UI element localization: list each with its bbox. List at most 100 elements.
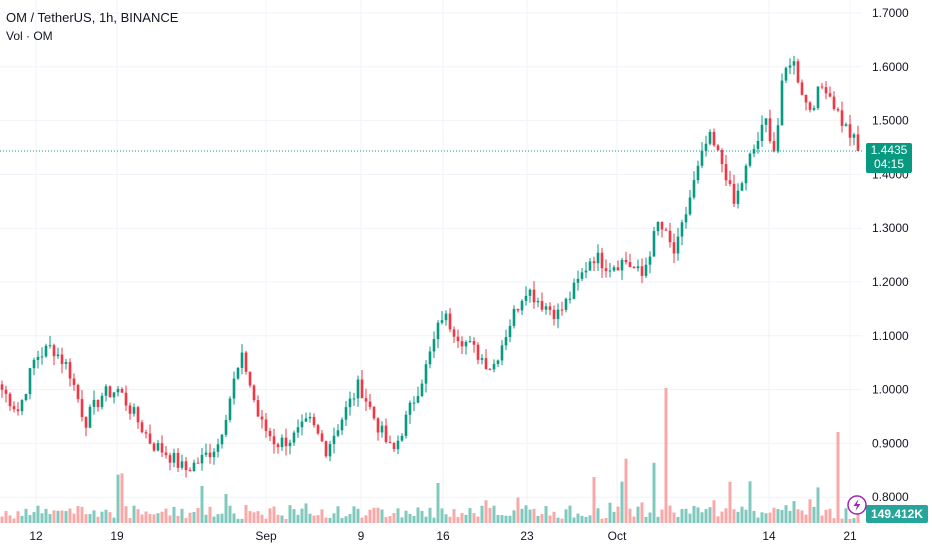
price-tick-label: 1.2000: [872, 275, 909, 289]
volume-bar: [244, 505, 248, 523]
candle-body: [384, 425, 388, 443]
candle-body: [780, 80, 784, 126]
candle-body: [88, 406, 92, 428]
candle-body: [756, 140, 760, 150]
candle-body: [324, 441, 328, 457]
candle-body: [820, 86, 824, 88]
volume-bar: [156, 513, 160, 523]
volume-bar: [676, 516, 680, 523]
volume-bar: [128, 518, 132, 523]
volume-indicator-label[interactable]: Vol · OM: [6, 29, 53, 43]
candle-body: [148, 433, 152, 444]
volume-bar: [584, 517, 588, 523]
price-tick-label: 1.7000: [872, 6, 909, 20]
candle-body: [20, 400, 24, 412]
volume-bar: [104, 509, 108, 523]
symbol-title[interactable]: OM / TetherUS, 1h, BINANCE: [6, 10, 179, 25]
volume-bar: [764, 513, 768, 523]
volume-bar: [396, 508, 400, 523]
volume-bar: [232, 513, 236, 523]
volume-bar: [444, 514, 448, 523]
price-axis[interactable]: 1.70001.60001.50001.40001.30001.20001.10…: [872, 6, 909, 504]
candle-body: [28, 368, 32, 395]
volume-bar: [700, 512, 704, 523]
volume-bar: [540, 514, 544, 523]
volume-bar: [720, 511, 724, 523]
volume-bar: [344, 516, 348, 523]
lightning-icon[interactable]: [847, 495, 867, 515]
volume-bar: [336, 506, 340, 523]
volume-bar: [656, 516, 660, 523]
candle-body: [300, 421, 304, 428]
volume-bar: [84, 514, 88, 523]
volume-bar: [236, 518, 240, 523]
volume-bar: [360, 517, 364, 523]
candle-body: [100, 395, 104, 408]
volume-bar: [660, 509, 664, 523]
candle-body: [312, 416, 316, 426]
volume-bar: [188, 512, 192, 523]
volume-bar: [0, 516, 4, 523]
candle-body: [772, 141, 776, 152]
candle-body: [768, 118, 772, 142]
volume-bar: [752, 510, 756, 523]
volume-bar: [620, 481, 624, 523]
volume-bar: [632, 516, 636, 523]
volume-bar: [492, 505, 496, 523]
volume-bar: [408, 514, 412, 523]
volume-bar: [136, 509, 140, 523]
volume-bar: [412, 515, 416, 523]
volume-bar: [140, 514, 144, 523]
candle-body: [460, 341, 464, 347]
candle-body: [260, 416, 264, 420]
volume-bar: [564, 509, 568, 523]
volume-bar: [716, 516, 720, 523]
candle-body: [16, 409, 20, 412]
time-tick-label: 14: [762, 529, 776, 543]
time-tick-label: 12: [29, 529, 43, 543]
candle-body: [416, 396, 420, 403]
volume-bar: [508, 515, 512, 523]
volume-bar: [500, 515, 504, 523]
candle-body: [472, 341, 476, 345]
candle-body: [84, 417, 88, 428]
volume-bar: [284, 518, 288, 523]
volume-bar: [24, 508, 28, 523]
candle-body: [532, 289, 536, 303]
volume-bar: [476, 516, 480, 523]
price-tick-label: 0.9000: [872, 436, 909, 450]
candle-body: [696, 165, 700, 181]
candle-body: [676, 236, 680, 254]
current-price-badge: 1.4435 04:15: [866, 142, 912, 173]
volume-bar: [40, 513, 44, 523]
time-tick-label: Sep: [255, 529, 277, 543]
candle-body: [580, 272, 584, 279]
candle-body: [796, 61, 800, 83]
volume-bar: [732, 509, 736, 523]
volume-bar: [560, 518, 564, 523]
volume-bar: [760, 512, 764, 523]
candle-body: [380, 425, 384, 433]
candle-body: [576, 278, 580, 283]
candle-body: [348, 398, 352, 408]
candle-body: [452, 329, 456, 337]
volume-bar: [120, 473, 124, 523]
volume-bar: [204, 514, 208, 523]
volume-bar: [544, 506, 548, 523]
price-tick-label: 1.6000: [872, 60, 909, 74]
candle-body: [548, 306, 552, 310]
price-tick-label: 1.0000: [872, 383, 909, 397]
candle-body: [516, 308, 520, 311]
candle-body: [808, 102, 812, 110]
candle-body: [304, 418, 308, 422]
candle-body: [204, 452, 208, 455]
volume-bar: [340, 518, 344, 523]
volume-bar: [680, 509, 684, 523]
candle-body: [740, 183, 744, 191]
volume-bar: [516, 497, 520, 523]
volume-bar: [820, 515, 824, 523]
time-axis[interactable]: 12 19 Sep 9 16 23 Oct 14 21: [29, 529, 857, 543]
volume-bar: [304, 503, 308, 523]
candle-body: [656, 221, 660, 232]
